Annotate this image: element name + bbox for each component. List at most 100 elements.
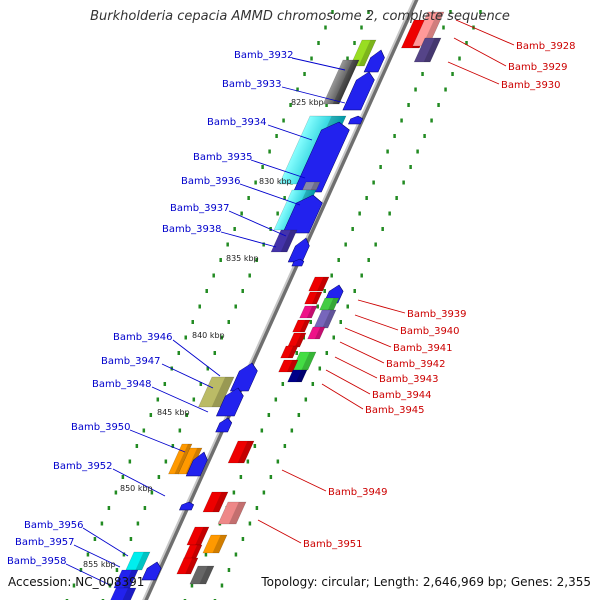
gene-label[interactable]: Bamb_3946 — [113, 332, 173, 343]
gene-feature[interactable] — [189, 565, 215, 585]
gene-label[interactable]: Bamb_3932 — [234, 50, 294, 61]
gene-label[interactable]: Bamb_3937 — [170, 203, 230, 214]
tick-mark — [330, 273, 333, 278]
gene-feature[interactable] — [291, 258, 305, 267]
tick-mark — [323, 289, 326, 293]
gene-feature[interactable] — [412, 11, 445, 47]
gene-label[interactable]: Bamb_3930 — [501, 80, 561, 91]
gene-feature[interactable] — [308, 276, 330, 292]
gene-feature[interactable] — [293, 121, 353, 193]
tick-mark — [268, 149, 271, 154]
gene-feature[interactable] — [215, 387, 247, 417]
gene-feature[interactable] — [413, 37, 442, 63]
gene-feature[interactable] — [278, 359, 299, 373]
gene-label[interactable]: Bamb_3936 — [181, 176, 241, 187]
gene-label[interactable]: Bamb_3941 — [393, 343, 453, 354]
gene-feature[interactable] — [176, 557, 199, 575]
tick-mark — [184, 335, 188, 340]
gene-feature[interactable] — [342, 71, 378, 111]
gene-label[interactable]: Bamb_3949 — [328, 487, 388, 498]
leader-line — [228, 210, 287, 237]
gene-feature[interactable] — [287, 237, 313, 263]
gene-feature[interactable] — [227, 440, 255, 464]
tick-mark — [393, 134, 396, 138]
tick-mark — [274, 397, 278, 402]
gene-label[interactable]: Bamb_3928 — [516, 41, 576, 52]
gene-feature[interactable] — [299, 305, 318, 319]
gene-feature[interactable] — [287, 369, 308, 383]
gene-label[interactable]: Bamb_3956 — [24, 520, 84, 531]
tick-mark — [163, 382, 167, 386]
gene-feature[interactable] — [319, 297, 340, 311]
gene-box-shade — [195, 527, 209, 545]
gene-label[interactable]: Bamb_3958 — [7, 556, 67, 567]
gene-feature[interactable] — [186, 526, 210, 546]
gene-feature[interactable] — [179, 501, 195, 511]
tick-mark — [219, 258, 222, 262]
tick-mark — [164, 459, 168, 464]
gene-feature[interactable] — [322, 59, 360, 105]
tick-mark — [156, 397, 160, 402]
gene-feature[interactable] — [229, 362, 261, 392]
reverse-gene-labels: Bamb_3928 Bamb_3929 Bamb_3930 Bamb_3939 … — [303, 41, 576, 550]
gene-feature[interactable] — [280, 345, 299, 359]
gene-feature[interactable] — [198, 376, 235, 408]
gene-feature[interactable] — [270, 229, 298, 253]
gene-label[interactable]: Bamb_3934 — [207, 117, 267, 128]
gene-label[interactable]: Bamb_3938 — [162, 224, 222, 235]
gene-feature[interactable] — [183, 544, 203, 560]
gene-feature[interactable] — [313, 309, 337, 329]
gene-label[interactable]: Bamb_3952 — [53, 461, 113, 472]
leader-line — [334, 356, 378, 379]
tick-mark — [430, 118, 433, 123]
tick-mark — [198, 304, 201, 309]
gene-feature[interactable] — [202, 491, 229, 513]
gene-feature[interactable] — [125, 551, 151, 571]
gene-feature[interactable] — [307, 326, 326, 340]
gene-label[interactable]: Bamb_3951 — [303, 539, 363, 550]
leader-line — [321, 383, 364, 410]
gene-label[interactable]: Bamb_3935 — [193, 152, 253, 163]
gene-feature[interactable] — [215, 417, 234, 433]
gene-box-shade — [301, 352, 317, 370]
gene-label[interactable]: Bamb_3929 — [508, 62, 568, 73]
gene-label[interactable]: Bamb_3940 — [400, 326, 460, 337]
gene-feature[interactable] — [202, 534, 228, 554]
gene-feature[interactable] — [217, 501, 247, 525]
leader-line — [172, 339, 221, 377]
gene-feature[interactable] — [141, 561, 164, 581]
gene-box-shade — [295, 370, 307, 382]
gene-label[interactable]: Bamb_3950 — [71, 422, 131, 433]
gene-box — [412, 11, 445, 47]
gene-feature[interactable] — [292, 319, 311, 333]
gene-box-shade — [228, 502, 246, 524]
gene-label[interactable]: Bamb_3944 — [372, 390, 432, 401]
gene-label[interactable]: Bamb_3945 — [365, 405, 425, 416]
gene-feature[interactable] — [287, 332, 307, 348]
tick-mark — [296, 87, 299, 92]
gene-feature[interactable] — [348, 115, 364, 125]
gene-feature[interactable] — [349, 39, 377, 67]
gene-box — [176, 557, 199, 575]
gene-feature[interactable] — [302, 181, 321, 191]
tick-mark — [206, 366, 210, 371]
gene-label[interactable]: Bamb_3947 — [101, 356, 161, 367]
gene-feature[interactable] — [304, 291, 323, 305]
tick-mark — [254, 180, 257, 185]
gene-label[interactable]: Bamb_3939 — [407, 309, 467, 320]
accession-label: Accession: NC_008391 — [8, 575, 145, 589]
gene-feature[interactable] — [109, 587, 137, 600]
gene-label[interactable]: Bamb_3943 — [379, 374, 439, 385]
gene-feature[interactable] — [363, 49, 388, 73]
tick-mark — [386, 149, 389, 154]
tick-mark — [451, 72, 454, 76]
gene-label[interactable]: Bamb_3948 — [92, 379, 152, 390]
gene-arrow-icon — [287, 237, 310, 263]
gene-feature[interactable] — [282, 194, 326, 234]
gene-label[interactable]: Bamb_3942 — [386, 359, 446, 370]
gene-label[interactable]: Bamb_3957 — [15, 537, 75, 548]
gene-box-shade — [190, 545, 202, 559]
gene-label[interactable]: Bamb_3933 — [222, 79, 282, 90]
gene-feature[interactable] — [185, 451, 211, 477]
tick-mark — [233, 227, 236, 231]
